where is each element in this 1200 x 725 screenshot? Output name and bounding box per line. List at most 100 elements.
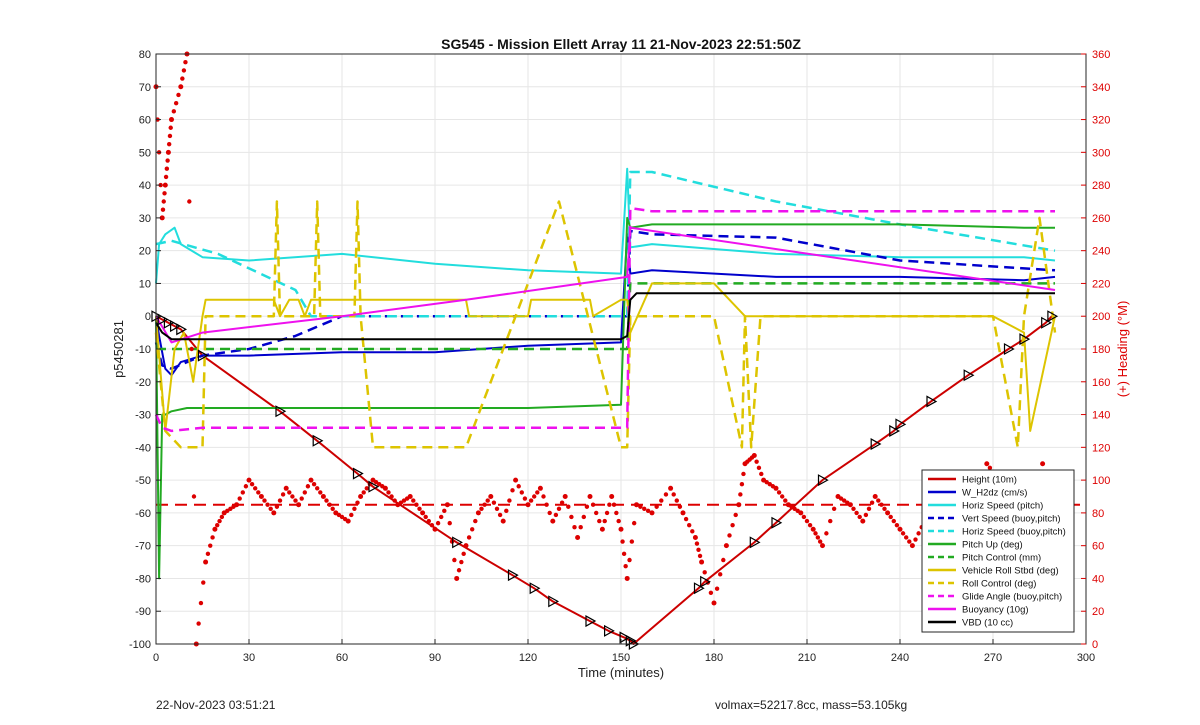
heading-point [904,535,909,540]
heading-point [516,484,521,489]
heading-point [461,551,466,557]
x-tick-label: 90 [429,652,441,664]
y-tick-label: -100 [129,639,151,651]
y-tick-label: -30 [135,410,151,422]
heading-point [212,526,218,532]
series-buoyancy-10g [155,226,1056,344]
heading-point [882,506,887,511]
heading-point [180,76,185,81]
y-tick-label: -70 [135,541,151,553]
waypoint-marker [926,395,938,408]
heading-point [392,498,397,503]
heading-point [215,522,220,528]
heading-point [739,482,745,487]
footer-stats: volmax=52217.8cc, mass=53.105kg [715,698,908,712]
heading-point [191,494,197,499]
heading-point [888,514,893,520]
heading-point [718,572,723,577]
heading-point [854,510,859,516]
heading-point [842,498,847,503]
heading-point [541,494,546,499]
heading-point [308,477,314,483]
waypoint-marker [603,624,615,637]
heading-point [708,590,714,595]
heading-point [522,496,528,501]
heading-point [187,199,192,204]
heading-point [452,557,457,563]
series-layer [151,51,1086,651]
heading-point [500,518,506,524]
waypoint-marker [817,474,829,487]
waypoint-marker [585,615,597,628]
heading-point [510,488,515,493]
waypoint-marker [895,418,907,431]
heading-point [756,465,762,471]
heading-point [178,84,184,90]
heading-point [671,492,676,497]
heading-point [857,514,862,520]
heading-point [629,539,635,544]
waypoint-marker [368,480,380,493]
heading-point [386,490,391,495]
y-tick-label: -10 [135,344,151,356]
legend-item-label: Horiz Speed (pitch) [962,501,1043,512]
heading-point [401,498,407,503]
heading-point [828,518,833,524]
heading-point [228,506,233,511]
heading-point [167,133,173,139]
heading-point [683,516,689,522]
heading-point [537,485,543,491]
heading-point [668,485,674,491]
y2-axis-label: (+) Heading (°M) [1115,301,1130,398]
heading-point [624,575,630,581]
heading-point [253,486,258,491]
heading-point [274,504,280,509]
heading-point [677,504,683,509]
heading-point [287,490,292,495]
heading-point [165,158,170,163]
heading-point [535,490,540,495]
heading-point [659,498,664,503]
heading-point [459,559,464,565]
heading-point [280,492,286,497]
heading-point [572,525,577,530]
heading-point [597,518,602,524]
y-tick-label: -80 [135,573,151,585]
heading-point [804,518,810,524]
heading-point [382,485,388,491]
waypoint-marker [700,575,711,588]
x-tick-label: 0 [153,652,159,664]
heading-point [290,494,295,499]
heading-point [817,539,823,544]
heading-point [432,526,438,532]
y-tick-label: -50 [135,475,151,487]
heading-point [879,502,884,507]
x-tick-label: 150 [612,652,630,664]
x-tick-label: 240 [891,652,909,664]
heading-point [907,539,912,544]
heading-point [798,510,804,516]
heading-point [860,518,866,524]
heading-point [466,535,472,540]
waypoint-marker [749,536,761,549]
waypoint-marker [1041,316,1052,329]
heading-point [456,568,462,573]
heading-point [634,502,639,508]
heading-point [420,510,426,516]
heading-point [519,490,524,495]
heading-point [909,543,915,549]
waypoint-marker [963,369,975,382]
heading-point [246,477,252,483]
heading-point [616,518,621,524]
heading-point [727,533,732,538]
heading-point [620,539,625,544]
y2-tick-label: 20 [1092,606,1104,618]
heading-point [320,494,326,499]
x-tick-label: 30 [243,652,255,664]
y2-tick-label: 100 [1092,475,1110,487]
x-tick-label: 270 [984,652,1002,664]
heading-point [163,174,169,180]
heading-point [638,504,643,509]
series-heading [153,51,1055,647]
heading-point [562,494,568,499]
